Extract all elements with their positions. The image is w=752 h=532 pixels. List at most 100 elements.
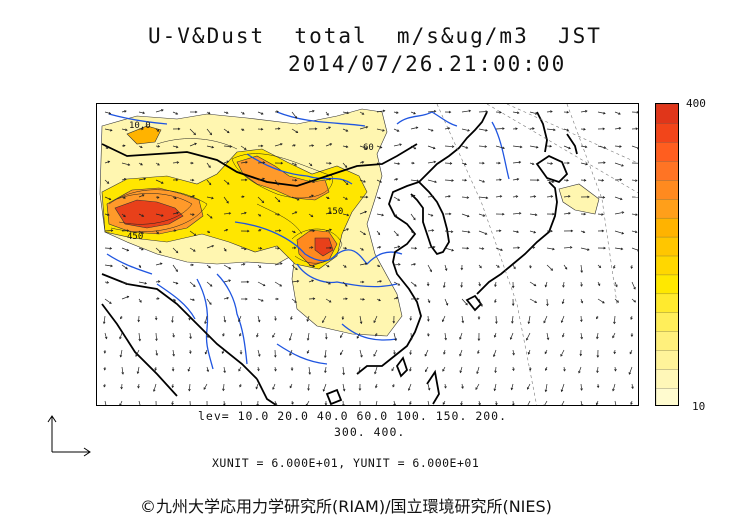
- wind-vector: [478, 230, 488, 235]
- wind-vector: [580, 162, 588, 165]
- wind-vector: [529, 281, 536, 286]
- wind-vector: [291, 162, 297, 166]
- wind-vector: [155, 332, 157, 341]
- river: [196, 278, 214, 370]
- wind-vector: [307, 332, 310, 341]
- wind-vector-head: [262, 177, 266, 181]
- wind-vector-head: [122, 144, 126, 148]
- wind-vector-head: [587, 195, 590, 199]
- wind-vector: [322, 315, 327, 323]
- wind-vector: [308, 110, 315, 113]
- wind-vector-head: [550, 268, 554, 271]
- wind-vector-head: [597, 283, 601, 287]
- wind-vector: [155, 179, 164, 184]
- wind-vector: [512, 400, 514, 405]
- wind-vector: [393, 162, 400, 165]
- wind-vector-head: [346, 111, 350, 115]
- wind-vector-head: [175, 178, 179, 182]
- wind-vector-head: [636, 111, 638, 114]
- colorbar-swatch: [656, 236, 678, 257]
- wind-vector: [510, 332, 514, 340]
- wind-vector: [427, 195, 434, 198]
- wind-vector-head: [580, 404, 584, 405]
- wind-vector-head: [598, 265, 602, 268]
- wind-vector: [442, 315, 446, 322]
- wind-vector-head: [394, 214, 398, 217]
- wind-vector-head: [603, 146, 607, 149]
- wind-vector-head: [361, 112, 365, 115]
- wind-vector-head: [510, 387, 514, 391]
- wind-vector-head: [141, 247, 144, 251]
- wind-vector: [427, 179, 437, 183]
- wind-vector: [223, 145, 232, 147]
- wind-vector: [478, 247, 484, 250]
- wind-vector-head: [192, 194, 196, 198]
- wind-vector: [444, 127, 450, 130]
- wind-vector-head: [121, 372, 125, 375]
- colorbar-swatch: [656, 198, 678, 219]
- wind-vector-head: [325, 337, 328, 340]
- wind-vector: [563, 264, 568, 270]
- wind-vector: [324, 349, 327, 358]
- wind-vector-head: [374, 385, 378, 389]
- wind-vector-head: [140, 145, 143, 149]
- wind-vector: [189, 128, 196, 135]
- wind-vector-head: [397, 245, 401, 249]
- wind-vector: [495, 195, 502, 198]
- wind-vector-head: [326, 113, 329, 116]
- wind-vector-head: [596, 370, 599, 374]
- wind-vector-head: [312, 229, 316, 233]
- wind-vector-head: [204, 351, 208, 355]
- wind-vector-head: [322, 389, 326, 392]
- wind-vector-head: [614, 368, 617, 372]
- wind-vector: [563, 212, 571, 215]
- wind-vector: [444, 298, 448, 306]
- wind-vector-head: [618, 112, 621, 115]
- wind-vector: [138, 213, 144, 217]
- wind-vector-head: [246, 280, 250, 284]
- wind-vector-head: [209, 132, 213, 136]
- wind-vector-head: [513, 266, 516, 270]
- wind-vector-head: [126, 248, 130, 252]
- colorbar-swatch: [656, 255, 678, 276]
- wind-vector: [359, 349, 363, 358]
- wind-vector-head: [175, 112, 179, 115]
- wind-vector: [189, 281, 196, 287]
- wind-vector: [461, 298, 468, 306]
- wind-vector-head: [377, 264, 381, 267]
- wind-vector: [512, 161, 521, 164]
- wind-vector-head: [329, 161, 332, 165]
- wind-vector-head: [341, 404, 345, 405]
- wind-vector-head: [546, 303, 549, 307]
- wind-vector-head: [310, 214, 314, 218]
- wind-vector: [206, 281, 213, 287]
- wind-vector-head: [306, 338, 310, 341]
- wind-vector: [393, 400, 396, 405]
- wind-vector-head: [531, 162, 535, 166]
- wind-vector-head: [255, 386, 259, 390]
- wind-vector-head: [433, 109, 437, 113]
- wind-vector: [393, 263, 401, 266]
- coastline-hainan: [325, 388, 343, 405]
- wind-vector-head: [256, 334, 259, 338]
- copyright-credit: ©九州大学応用力学研究所(RIAM)/国立環境研究所(NIES): [140, 497, 552, 516]
- wind-vector: [223, 264, 231, 270]
- wind-vector-head: [431, 128, 434, 132]
- wind-vector: [104, 161, 110, 164]
- wind-vector-head: [378, 246, 382, 249]
- wind-vector: [323, 383, 327, 392]
- rivers: [106, 111, 510, 370]
- wind-vector-head: [346, 228, 350, 231]
- wind-vector: [153, 383, 157, 392]
- reference-vector-icon: [47, 415, 91, 457]
- wind-vector-head: [171, 402, 174, 405]
- border: [101, 273, 258, 380]
- wind-vector-head: [207, 111, 211, 115]
- wind-vector-head: [398, 263, 401, 266]
- wind-vector-head: [226, 130, 230, 134]
- wind-vector-head: [119, 403, 122, 405]
- wind-vector-head: [567, 161, 570, 165]
- wind-vector: [138, 247, 144, 251]
- wind-vector-head: [447, 127, 451, 130]
